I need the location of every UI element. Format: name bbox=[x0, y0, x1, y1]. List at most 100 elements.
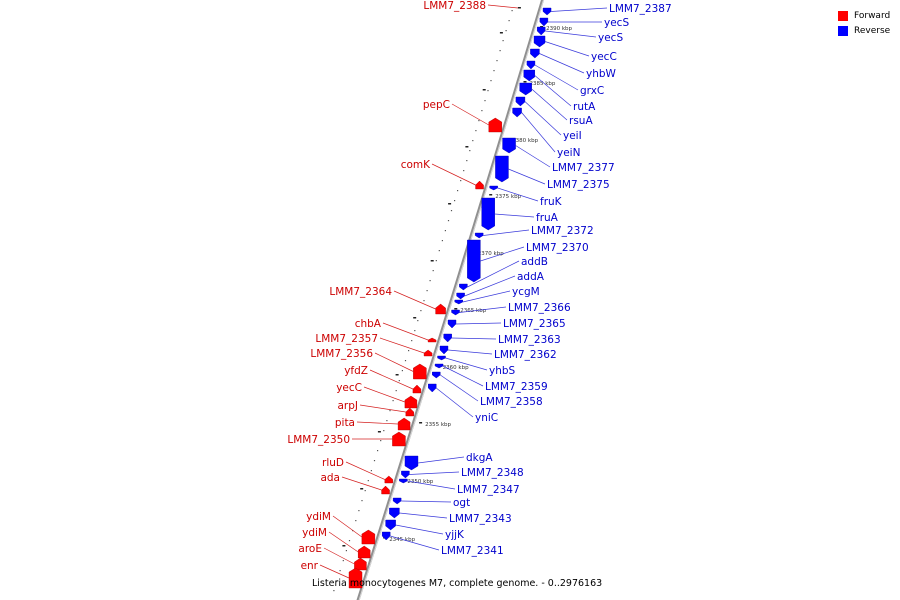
kbp-label: 2380 kbp bbox=[512, 138, 538, 144]
reverse-gene-label: yhbW bbox=[586, 68, 617, 80]
scale-tick bbox=[540, 26, 544, 28]
forward-gene-feature bbox=[404, 395, 418, 409]
minor-tick bbox=[499, 50, 501, 52]
reverse-gene-feature bbox=[434, 363, 444, 369]
minor-tick bbox=[487, 90, 489, 92]
reverse-leader bbox=[455, 322, 502, 325]
legend: Forward Reverse bbox=[838, 8, 890, 38]
forward-gene-label: comK bbox=[401, 159, 431, 171]
kbp-label: 2385 kbp bbox=[530, 81, 556, 87]
minor-tick bbox=[460, 180, 462, 182]
minor-tick bbox=[429, 280, 431, 282]
minor-tick bbox=[511, 10, 513, 12]
reverse-gene-label: dkgA bbox=[466, 452, 493, 464]
major-tick bbox=[465, 146, 469, 148]
minor-tick bbox=[484, 100, 486, 102]
legend-item-forward[interactable]: Forward bbox=[838, 8, 890, 23]
minor-tick bbox=[339, 570, 341, 572]
forward-leader bbox=[319, 564, 350, 579]
forward-gene-label: LMM7_2350 bbox=[287, 434, 350, 446]
forward-gene-label: yecC bbox=[336, 382, 362, 394]
minor-ticks bbox=[333, 10, 513, 592]
minor-tick bbox=[496, 60, 498, 62]
reverse-gene-label: addA bbox=[517, 271, 545, 283]
kbp-label: 2390 kbp bbox=[546, 26, 572, 32]
reverse-gene-label: yjjK bbox=[445, 529, 465, 541]
major-tick bbox=[395, 374, 399, 376]
reverse-leader bbox=[550, 7, 608, 12]
kbp-label: 2360 kbp bbox=[443, 365, 469, 371]
forward-leader bbox=[369, 369, 414, 390]
forward-leader bbox=[341, 476, 382, 491]
reverse-gene-feature bbox=[428, 383, 437, 393]
forward-gene-feature bbox=[423, 349, 433, 357]
reverse-leader bbox=[447, 349, 493, 355]
reverse-gene-feature bbox=[451, 309, 460, 316]
minor-tick bbox=[450, 210, 453, 212]
minor-tick bbox=[361, 500, 363, 502]
minor-tick bbox=[493, 70, 495, 72]
reverse-gene-label: rutA bbox=[573, 101, 596, 113]
reverse-gene-feature bbox=[467, 239, 481, 283]
forward-leader bbox=[487, 4, 518, 9]
minor-tick bbox=[364, 490, 366, 492]
reverse-leader bbox=[399, 512, 448, 519]
forward-leader bbox=[451, 103, 489, 126]
forward-gene-label: LMM7_2388 bbox=[423, 0, 486, 12]
reverse-leader bbox=[497, 187, 539, 202]
legend-item-reverse[interactable]: Reverse bbox=[838, 23, 890, 38]
minor-tick bbox=[435, 260, 437, 262]
reverse-gene-label: addB bbox=[521, 256, 548, 268]
minor-tick bbox=[438, 250, 440, 252]
forward-gene-label: chbA bbox=[355, 318, 382, 330]
reverse-leader bbox=[545, 30, 597, 38]
reverse-leader bbox=[445, 357, 488, 371]
reverse-gene-label: LMM7_2370 bbox=[526, 242, 589, 254]
forward-leader bbox=[356, 421, 399, 425]
reverse-gene-label: fruA bbox=[536, 212, 559, 224]
reverse-gene-label: ogt bbox=[453, 497, 470, 509]
reverse-gene-feature bbox=[385, 519, 396, 531]
minor-tick bbox=[395, 390, 397, 392]
forward-gene-label: aroE bbox=[298, 543, 322, 555]
reverse-gene-feature bbox=[542, 7, 552, 16]
minor-tick bbox=[373, 460, 376, 462]
reverse-gene-label: yecC bbox=[591, 51, 617, 63]
forward-leader bbox=[393, 290, 436, 310]
minor-tick bbox=[463, 170, 465, 172]
map-caption: Listeria monocytogenes M7, complete geno… bbox=[312, 578, 603, 589]
minor-tick bbox=[404, 360, 407, 362]
reverse-leader bbox=[508, 168, 546, 185]
forward-gene-mark bbox=[517, 7, 521, 9]
reverse-gene-feature bbox=[404, 455, 419, 471]
reverse-leader bbox=[409, 471, 460, 475]
reverse-gene-feature bbox=[515, 96, 526, 107]
forward-gene-label: LMM7_2356 bbox=[310, 348, 373, 360]
major-tick bbox=[377, 431, 381, 433]
reverse-leader bbox=[390, 535, 440, 551]
forward-gene-label: LMM7_2357 bbox=[315, 333, 378, 345]
reverse-gene-feature bbox=[533, 35, 546, 48]
reverse-gene-feature bbox=[502, 137, 516, 154]
reverse-leader bbox=[483, 229, 530, 236]
forward-gene-label: arpJ bbox=[337, 400, 358, 412]
reverse-leader bbox=[480, 246, 525, 262]
forward-gene-label: pepC bbox=[423, 99, 450, 111]
reverse-gene-feature bbox=[437, 355, 446, 361]
minor-tick bbox=[469, 150, 471, 152]
minor-tick bbox=[417, 320, 419, 322]
forward-leader bbox=[374, 352, 414, 372]
reverse-gene-label: LMM7_2362 bbox=[494, 349, 557, 361]
minor-tick bbox=[342, 560, 344, 562]
reverse-gene-feature bbox=[495, 155, 509, 183]
reverse-gene-feature bbox=[456, 292, 465, 300]
reverse-gene-label: LMM7_2377 bbox=[552, 162, 615, 174]
reverse-gene-feature bbox=[439, 345, 449, 355]
kbp-label: 2370 kbp bbox=[478, 251, 504, 257]
backbone-line bbox=[356, 0, 545, 600]
reverse-gene-label: LMM7_2348 bbox=[461, 467, 524, 479]
minor-tick bbox=[408, 350, 410, 352]
minor-tick bbox=[466, 160, 468, 162]
kbp-label: 2350 kbp bbox=[407, 479, 433, 485]
minor-tick bbox=[423, 300, 425, 302]
